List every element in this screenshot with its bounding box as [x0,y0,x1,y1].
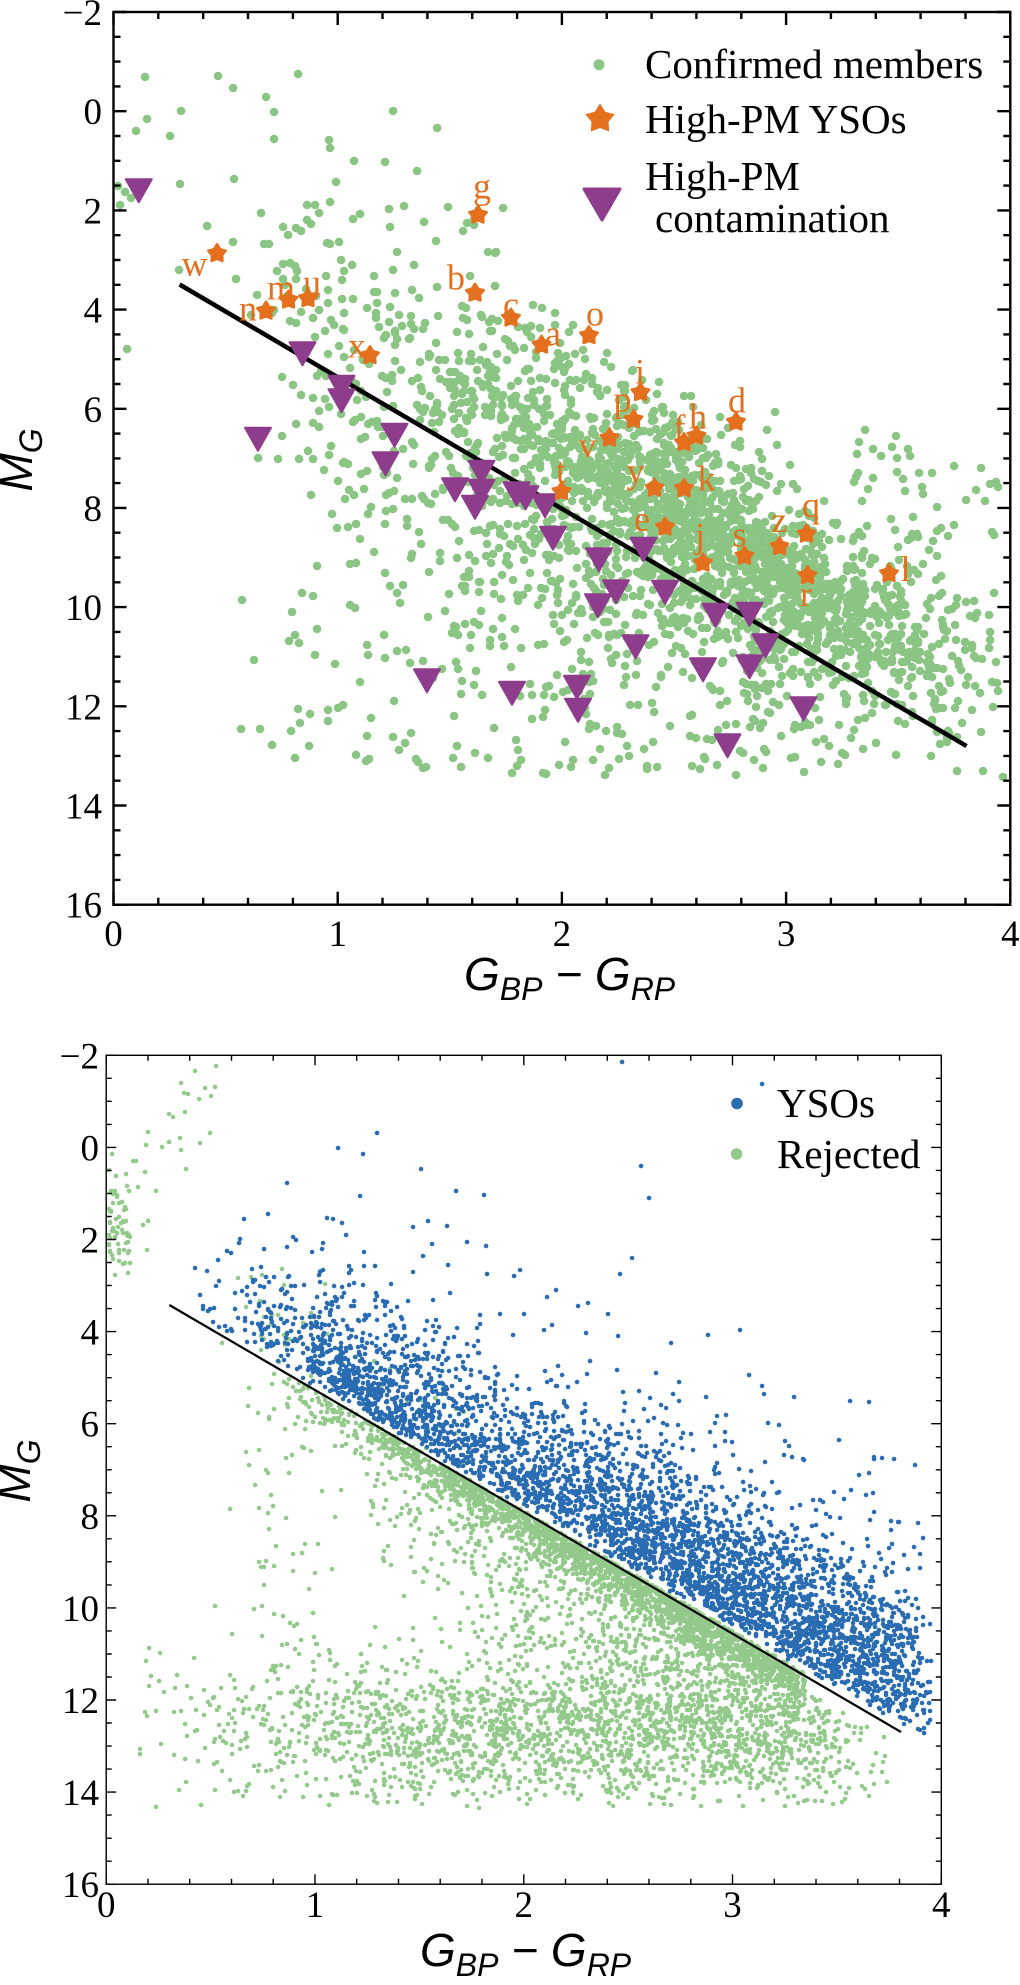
svg-text:l: l [900,549,910,589]
svg-text:Rejected: Rejected [777,1131,920,1177]
svg-text:4: 4 [1001,914,1020,955]
svg-text:10: 10 [62,1589,99,1630]
svg-text:8: 8 [81,1497,100,1538]
svg-text:g: g [473,167,491,207]
svg-text:14: 14 [62,1773,99,1814]
svg-text:v: v [579,425,597,465]
svg-text:16: 16 [65,886,102,927]
svg-text:2: 2 [84,191,103,232]
svg-text:4: 4 [81,1313,100,1354]
svg-text:High-PM: High-PM [645,153,800,199]
svg-text:0: 0 [97,1885,116,1926]
svg-text:4: 4 [84,291,103,332]
svg-text:k: k [698,459,716,499]
svg-text:1: 1 [328,914,347,955]
svg-text:High-PM YSOs: High-PM YSOs [645,96,907,142]
svg-text:12: 12 [62,1681,99,1722]
svg-text:a: a [545,314,561,354]
svg-text:1: 1 [306,1885,325,1926]
svg-text:j: j [693,516,705,556]
svg-text:contamination: contamination [655,195,890,241]
svg-text:e: e [634,499,650,539]
svg-text:16: 16 [62,1865,99,1906]
svg-text:6: 6 [84,390,103,431]
svg-text:o: o [586,294,604,334]
svg-text:3: 3 [777,914,796,955]
svg-text:b: b [447,258,465,298]
svg-text:6: 6 [81,1405,100,1446]
svg-text:4: 4 [932,1885,951,1926]
svg-text:10: 10 [65,588,102,629]
svg-text:12: 12 [65,687,102,728]
svg-text:u: u [303,263,321,303]
svg-text:t: t [556,451,566,491]
svg-text:z: z [771,500,787,540]
svg-text:2: 2 [81,1221,100,1262]
svg-text:YSOs: YSOs [777,1080,875,1126]
svg-text:n: n [239,289,257,329]
svg-text:y: y [627,451,645,491]
svg-text:w: w [182,244,208,284]
svg-text:−2: −2 [63,0,102,34]
svg-text:8: 8 [84,489,103,530]
svg-text:f: f [674,408,686,448]
svg-text:2: 2 [515,1885,534,1926]
svg-text:GBP − GRP: GBP − GRP [464,948,676,1007]
svg-text:0: 0 [81,1128,100,1169]
svg-text:14: 14 [65,787,102,828]
svg-text:2: 2 [553,914,572,955]
svg-text:d: d [728,381,746,421]
svg-text:m: m [267,268,295,308]
svg-text:h: h [689,397,707,437]
svg-text:3: 3 [723,1885,742,1926]
svg-text:0: 0 [104,914,123,955]
svg-text:−2: −2 [60,1036,99,1077]
svg-text:x: x [348,326,366,366]
svg-text:p: p [614,380,632,420]
svg-text:c: c [503,285,519,325]
svg-text:s: s [732,515,746,555]
svg-text:q: q [802,485,820,525]
svg-text:Confirmed members: Confirmed members [645,41,983,87]
svg-text:r: r [800,574,812,614]
svg-text:0: 0 [84,92,103,133]
svg-text:i: i [635,352,645,392]
